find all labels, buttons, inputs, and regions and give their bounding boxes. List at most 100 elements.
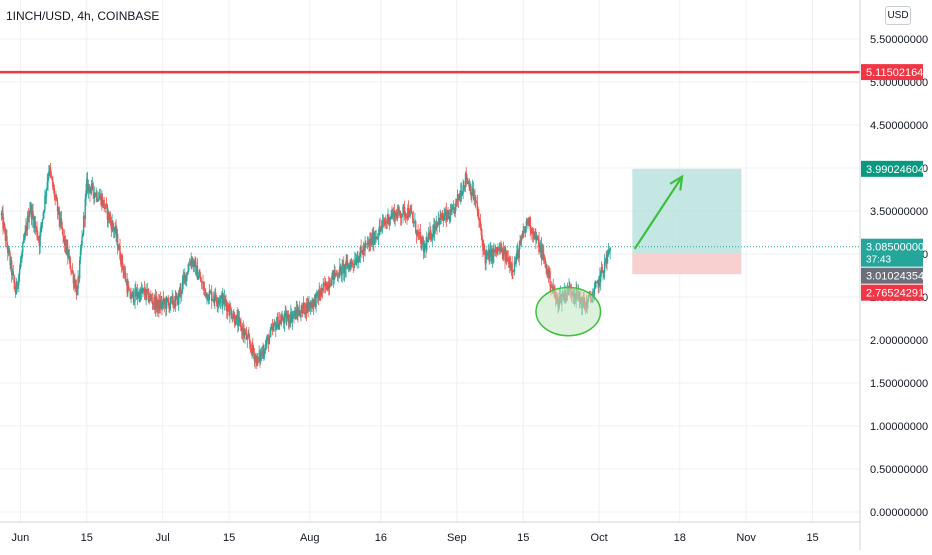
candle-body — [384, 223, 386, 225]
stop-zone[interactable] — [632, 253, 742, 275]
candle-body — [472, 187, 475, 199]
candle-body — [332, 270, 335, 280]
candle-body — [77, 276, 79, 289]
candle-body — [17, 285, 19, 287]
candle-body — [309, 302, 312, 307]
candle-body — [226, 304, 228, 312]
candle-body — [420, 238, 422, 249]
candle-body — [431, 234, 433, 240]
candle-body — [483, 244, 486, 253]
candle-body — [542, 250, 544, 254]
candle-body — [524, 231, 526, 233]
candle-body — [123, 272, 125, 274]
candle-body — [78, 259, 81, 279]
candle-body — [109, 217, 111, 220]
candle-body — [209, 291, 211, 293]
candle-body — [379, 226, 381, 230]
candle-body — [249, 344, 252, 349]
candle-body — [307, 301, 309, 310]
candle-body — [392, 213, 394, 217]
candle-body — [330, 285, 332, 287]
candle-body — [467, 182, 470, 184]
candle-body — [199, 276, 202, 282]
candle-body — [18, 269, 21, 275]
candle-body — [282, 316, 284, 321]
candle-body — [82, 216, 85, 234]
target-price-label-text: 3.99024604 — [866, 164, 924, 176]
candle-body — [446, 210, 449, 220]
x-tick-label: Jul — [156, 532, 170, 544]
candle-body — [448, 216, 451, 222]
candle-body — [43, 209, 45, 213]
candle-body — [498, 248, 500, 251]
candle-body — [86, 178, 88, 191]
candle-body — [501, 250, 504, 259]
candle-body — [490, 249, 492, 251]
candle-body — [286, 313, 289, 318]
candle-body — [162, 298, 165, 303]
candle-body — [456, 194, 459, 201]
candle-body — [408, 215, 411, 217]
candle-body — [486, 252, 488, 256]
candle-body — [188, 264, 191, 266]
candle-body — [389, 217, 392, 220]
candle-body — [4, 228, 7, 241]
candle-body — [400, 216, 403, 219]
y-tick-label: 0.00000000 — [870, 507, 928, 519]
candle-body — [369, 239, 372, 245]
candle-body — [546, 264, 548, 275]
candle-body — [171, 296, 173, 298]
candle-body — [301, 305, 304, 310]
candle-body — [211, 299, 214, 301]
candle-body — [382, 220, 384, 222]
support-ellipse[interactable] — [535, 286, 602, 337]
candle-body — [192, 260, 195, 268]
candle-body — [181, 281, 184, 291]
candle-body — [98, 196, 101, 199]
candle-body — [114, 226, 116, 231]
candle-body — [346, 260, 348, 263]
candle-body — [414, 220, 416, 223]
candle-body — [477, 211, 479, 218]
candle-body — [295, 308, 298, 319]
candle-body — [152, 303, 154, 305]
currency-button[interactable]: USD — [885, 6, 911, 25]
candle-body — [175, 296, 177, 298]
candle-body — [112, 227, 115, 232]
candle-body — [279, 320, 282, 324]
candle-body — [335, 272, 337, 276]
candle-body — [230, 309, 233, 318]
candle-body — [326, 289, 328, 291]
candle-body — [354, 260, 357, 265]
candle-body — [501, 246, 503, 251]
candle-body — [600, 267, 603, 271]
candle-body — [516, 250, 518, 260]
candle-body — [373, 232, 375, 245]
candle-body — [170, 296, 173, 298]
candle-body — [393, 210, 396, 222]
candle-body — [494, 246, 497, 253]
candle-body — [607, 250, 610, 253]
candle-body — [148, 299, 150, 302]
candle-body — [547, 268, 549, 275]
candle-body — [491, 248, 494, 262]
candle-body — [321, 288, 324, 292]
countdown-text: 37:43 — [866, 255, 891, 266]
candle-body — [290, 312, 292, 323]
candle-body — [450, 209, 452, 213]
candle-body — [433, 227, 436, 235]
candle-body — [504, 248, 506, 261]
candle-body — [337, 276, 339, 278]
trend-arrow[interactable] — [633, 175, 684, 250]
candle-body — [233, 314, 235, 318]
candle-body — [158, 299, 160, 311]
candle-body — [278, 323, 280, 329]
candle-body — [520, 236, 523, 241]
candle-body — [327, 282, 329, 291]
target-zone[interactable] — [632, 168, 742, 254]
candle-body — [362, 252, 364, 255]
candle-body — [509, 262, 512, 269]
candle-body — [476, 202, 479, 212]
